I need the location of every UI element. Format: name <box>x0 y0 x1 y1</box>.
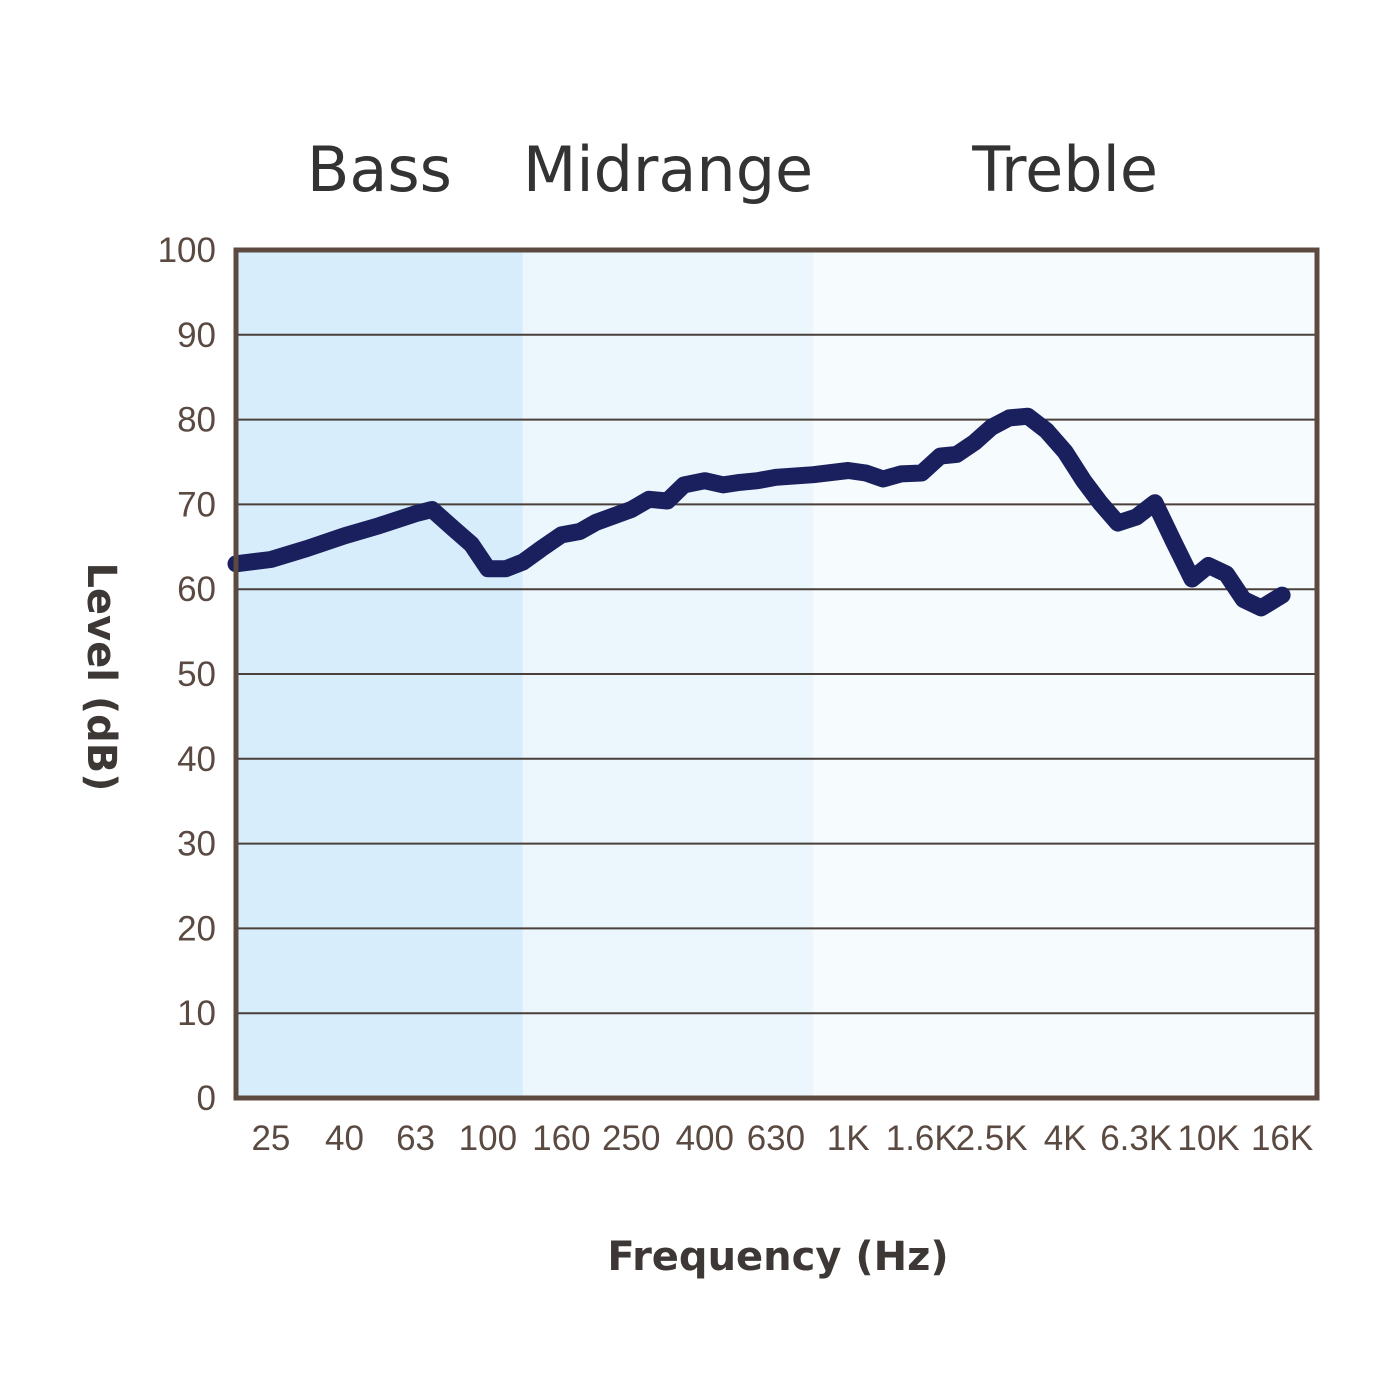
plot-border <box>233 247 1320 1101</box>
plot-frame <box>233 247 1320 1101</box>
x-tick-label: 250 <box>602 1119 660 1158</box>
x-tick-label: 400 <box>676 1119 734 1158</box>
y-tick-label: 10 <box>177 994 216 1033</box>
x-tick-label: 160 <box>532 1119 590 1158</box>
x-tick-label: 16K <box>1251 1119 1313 1158</box>
x-tick-label: 25 <box>251 1119 290 1158</box>
x-tick-label: 10K <box>1177 1119 1239 1158</box>
band-label-midrange: Midrange <box>523 133 813 206</box>
y-tick-label: 70 <box>177 485 216 524</box>
y-tick-label: 90 <box>177 316 216 355</box>
x-tick-label: 1K <box>827 1119 870 1158</box>
response-curve <box>227 407 1291 617</box>
x-tick-label: 1.6K <box>886 1119 958 1158</box>
y-tick-label: 80 <box>177 401 216 440</box>
y-tick-label: 60 <box>177 570 216 609</box>
y-tick-label: 30 <box>177 825 216 864</box>
x-tick-label: 2.5K <box>956 1119 1028 1158</box>
band-label-bass: Bass <box>307 133 452 206</box>
x-tick-label: 6.3K <box>1100 1119 1172 1158</box>
x-tick-label: 40 <box>325 1119 364 1158</box>
y-tick-label: 20 <box>177 909 216 948</box>
x-axis-title: Frequency (Hz) <box>607 1234 948 1280</box>
x-tick-label: 630 <box>747 1119 805 1158</box>
band-label-treble: Treble <box>971 133 1158 206</box>
x-tick-label: 100 <box>459 1119 517 1158</box>
x-tick-label: 4K <box>1044 1119 1087 1158</box>
y-tick-label: 0 <box>197 1079 216 1118</box>
y-axis-title: Level (dB) <box>78 562 124 791</box>
band-labels: Bass Midrange Treble <box>307 133 1158 206</box>
grid-lines <box>236 333 1317 1015</box>
y-axis-ticks: 0 10 20 30 40 50 60 70 80 90 100 <box>158 231 216 1118</box>
y-tick-label: 40 <box>177 740 216 779</box>
x-axis-ticks: 25 40 63 100 160 250 400 630 1K 1.6K2.5K 4K 6.3K 10K… <box>251 1119 1313 1158</box>
y-tick-label: 100 <box>158 231 216 270</box>
y-tick-label: 50 <box>177 655 216 694</box>
x-tick-label: 63 <box>396 1119 435 1158</box>
